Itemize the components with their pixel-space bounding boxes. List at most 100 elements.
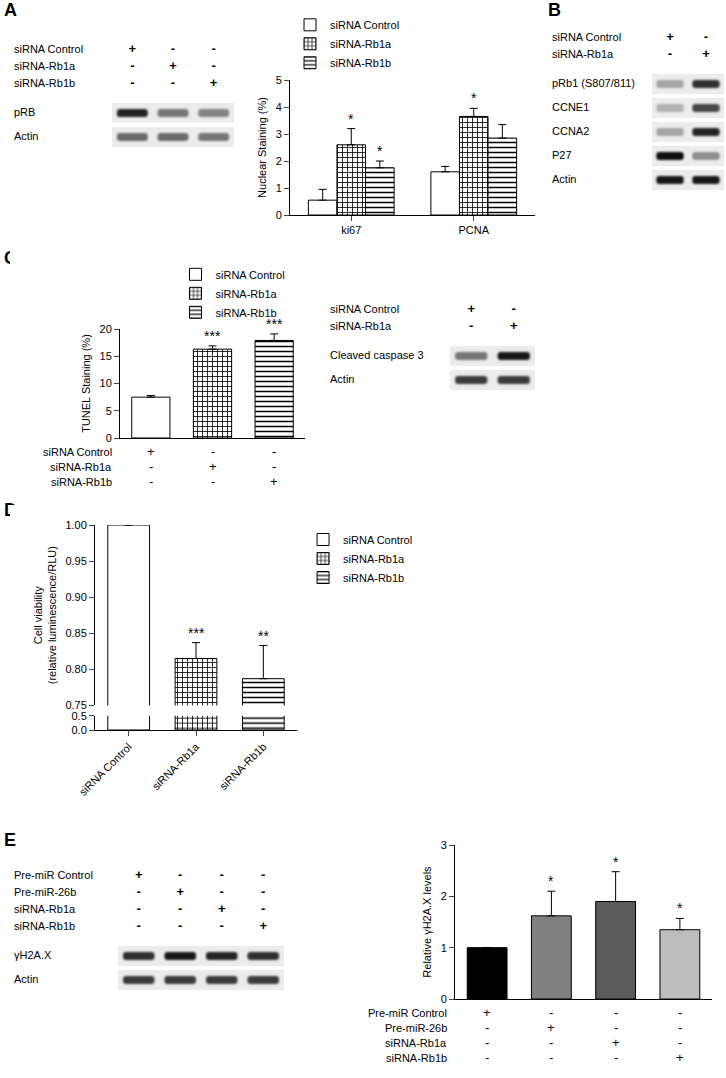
svg-text:siRNA-Rb1a: siRNA-Rb1a <box>14 903 76 915</box>
svg-text:-: - <box>130 58 134 73</box>
svg-text:+: + <box>147 444 155 459</box>
svg-text:-: - <box>549 1035 553 1050</box>
svg-text:-: - <box>178 901 182 916</box>
svg-text:0: 0 <box>441 993 447 1005</box>
svg-text:5: 5 <box>106 405 112 417</box>
svg-text:-: - <box>678 1035 682 1050</box>
svg-text:-: - <box>614 1020 618 1035</box>
svg-text:Pre-miR-26b: Pre-miR-26b <box>14 886 76 898</box>
svg-text:γH2A.X: γH2A.X <box>14 949 52 961</box>
svg-text:-: - <box>211 58 215 73</box>
svg-text:15: 15 <box>100 350 112 362</box>
svg-text:-: - <box>178 918 182 933</box>
svg-text:*: * <box>348 111 354 127</box>
svg-text:+: + <box>270 474 278 489</box>
svg-text:siRNA-Rb1a: siRNA-Rb1a <box>50 461 112 473</box>
svg-text:-: - <box>171 75 175 90</box>
svg-text:siRNA-Rb1a: siRNA-Rb1a <box>343 553 405 565</box>
svg-text:+: + <box>129 41 137 56</box>
svg-text:CCNA2: CCNA2 <box>552 125 589 137</box>
svg-text:0.90: 0.90 <box>65 591 86 603</box>
svg-text:*: * <box>677 900 683 916</box>
svg-text:-: - <box>549 1050 553 1065</box>
svg-text:-: - <box>678 1020 682 1035</box>
svg-text:-: - <box>469 318 473 333</box>
svg-text:siRNA Control: siRNA Control <box>330 19 399 31</box>
svg-text:+: + <box>612 1035 620 1050</box>
svg-text:1: 1 <box>441 942 447 954</box>
svg-text:+: + <box>259 918 267 933</box>
svg-text:siRNA Control: siRNA Control <box>14 43 83 55</box>
svg-text:Cleaved caspase 3: Cleaved caspase 3 <box>330 349 424 361</box>
svg-text:-: - <box>137 918 141 933</box>
svg-text:5: 5 <box>276 74 282 86</box>
svg-text:-: - <box>485 1020 489 1035</box>
svg-text:20: 20 <box>100 323 112 335</box>
svg-text:siRNA-Rb1b: siRNA-Rb1b <box>14 77 75 89</box>
svg-text:0.75: 0.75 <box>65 699 86 711</box>
svg-text:ki67: ki67 <box>341 224 361 236</box>
svg-text:+: + <box>483 1005 491 1020</box>
svg-text:TUNEL Staining (%): TUNEL Staining (%) <box>80 334 92 433</box>
svg-text:siRNA-Rb1b: siRNA-Rb1b <box>51 476 112 488</box>
svg-text:-: - <box>485 1050 489 1065</box>
svg-text:siRNA-Rb1b: siRNA-Rb1b <box>216 307 277 319</box>
svg-text:0.0: 0.0 <box>72 724 87 736</box>
svg-text:0.95: 0.95 <box>65 555 86 567</box>
svg-text:***: *** <box>188 625 205 641</box>
svg-text:-: - <box>614 1050 618 1065</box>
svg-text:Pre-miR Control: Pre-miR Control <box>14 869 93 881</box>
svg-text:siRNA-Rb1a: siRNA-Rb1a <box>552 48 614 60</box>
svg-text:0: 0 <box>276 209 282 221</box>
svg-text:siRNA Control: siRNA Control <box>343 534 412 546</box>
svg-text:-: - <box>130 75 134 90</box>
svg-text:siRNA-Rb1b: siRNA-Rb1b <box>386 1052 447 1064</box>
svg-text:-: - <box>614 1005 618 1020</box>
svg-text:+: + <box>135 867 143 882</box>
svg-text:-: - <box>704 29 708 44</box>
svg-text:Nuclear Staining (%): Nuclear Staining (%) <box>256 97 268 198</box>
svg-text:Relative γH2A.X levels: Relative γH2A.X levels <box>421 866 433 978</box>
svg-text:-: - <box>211 444 215 459</box>
svg-text:siRNA Control: siRNA Control <box>77 741 134 798</box>
svg-text:pRb1 (S807/811): pRb1 (S807/811) <box>552 77 635 89</box>
svg-text:+: + <box>510 318 518 333</box>
svg-text:2: 2 <box>276 155 282 167</box>
svg-text:*: * <box>613 854 619 870</box>
svg-text:-: - <box>211 41 215 56</box>
svg-text:2: 2 <box>441 890 447 902</box>
svg-text:siRNA Control: siRNA Control <box>216 269 285 281</box>
svg-text:0: 0 <box>106 432 112 444</box>
svg-text:siRNA-Rb1b: siRNA-Rb1b <box>343 572 404 584</box>
svg-text:-: - <box>485 1035 489 1050</box>
svg-text:0.85: 0.85 <box>65 627 86 639</box>
svg-text:1: 1 <box>276 182 282 194</box>
svg-text:-: - <box>261 901 265 916</box>
svg-text:+: + <box>209 459 217 474</box>
svg-text:*: * <box>548 873 554 889</box>
svg-text:+: + <box>702 46 710 61</box>
svg-text:-: - <box>149 459 153 474</box>
svg-text:Cell viability(relative lumine: Cell viability(relative luminescence/RLU… <box>32 546 58 684</box>
svg-text:-: - <box>211 474 215 489</box>
svg-text:+: + <box>210 75 218 90</box>
svg-text:-: - <box>220 867 224 882</box>
svg-text:siRNA Control: siRNA Control <box>330 303 399 315</box>
svg-text:siRNA Control: siRNA Control <box>552 31 621 43</box>
svg-text:siRNA-Rb1a: siRNA-Rb1a <box>216 288 278 300</box>
svg-text:+: + <box>666 29 674 44</box>
svg-text:-: - <box>171 41 175 56</box>
svg-text:-: - <box>137 901 141 916</box>
svg-text:-: - <box>149 474 153 489</box>
svg-text:3: 3 <box>441 839 447 851</box>
svg-text:+: + <box>547 1020 555 1035</box>
svg-text:+: + <box>676 1050 684 1065</box>
svg-text:**: ** <box>258 628 269 644</box>
svg-text:3: 3 <box>276 128 282 140</box>
svg-text:siRNA-Rb1a: siRNA-Rb1a <box>330 38 392 50</box>
svg-text:-: - <box>272 444 276 459</box>
svg-text:Actin: Actin <box>552 173 576 185</box>
svg-text:+: + <box>467 301 475 316</box>
svg-text:-: - <box>261 884 265 899</box>
svg-text:Actin: Actin <box>14 973 38 985</box>
